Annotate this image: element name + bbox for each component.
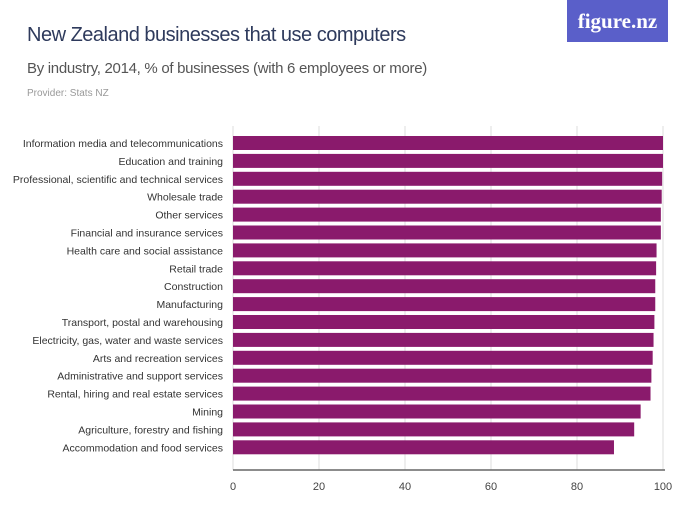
category-label: Wholesale trade — [147, 192, 223, 204]
bar — [233, 136, 663, 150]
x-tick-label: 100 — [654, 481, 672, 493]
category-label: Professional, scientific and technical s… — [13, 174, 223, 186]
category-label: Administrative and support services — [57, 371, 223, 383]
category-label: Rental, hiring and real estate services — [47, 389, 223, 401]
category-label: Accommodation and food services — [63, 442, 224, 454]
bar — [233, 189, 662, 204]
category-label: Information media and telecommunications — [23, 138, 223, 150]
bar — [233, 368, 652, 383]
bar — [233, 332, 654, 347]
category-label: Other services — [155, 210, 223, 222]
bar — [233, 315, 655, 329]
figure-nz-logo[interactable]: figure.nz — [567, 0, 668, 42]
x-tick-label: 0 — [230, 481, 236, 493]
bar — [233, 279, 656, 294]
category-label: Mining — [192, 407, 223, 419]
x-tick-label: 80 — [571, 481, 583, 493]
bar — [233, 440, 614, 455]
bar — [233, 350, 653, 365]
category-label: Construction — [164, 281, 223, 293]
x-tick-label: 20 — [313, 481, 325, 493]
bar — [233, 261, 657, 276]
category-label: Education and training — [119, 156, 224, 168]
category-label: Arts and recreation services — [93, 353, 223, 365]
chart-title: New Zealand businesses that use computer… — [27, 24, 406, 46]
bar — [233, 404, 641, 419]
bar — [233, 225, 661, 240]
category-label: Financial and insurance services — [71, 228, 223, 240]
category-label: Transport, postal and warehousing — [62, 317, 223, 329]
bar — [233, 243, 657, 258]
category-label: Agriculture, forestry and fishing — [78, 424, 223, 436]
category-label: Manufacturing — [156, 299, 223, 311]
bar — [233, 422, 635, 437]
category-label: Retail trade — [169, 263, 223, 275]
category-label: Electricity, gas, water and waste servic… — [32, 335, 223, 347]
bar — [233, 153, 663, 168]
bar — [233, 171, 663, 186]
x-tick-label: 60 — [485, 481, 497, 493]
category-label: Health care and social assistance — [67, 245, 224, 257]
bar — [233, 297, 656, 312]
provider-label: Provider: Stats NZ — [27, 88, 109, 99]
chart-subtitle: By industry, 2014, % of businesses (with… — [27, 60, 427, 77]
bar — [233, 207, 661, 222]
bar — [233, 386, 651, 401]
x-tick-label: 40 — [399, 481, 411, 493]
